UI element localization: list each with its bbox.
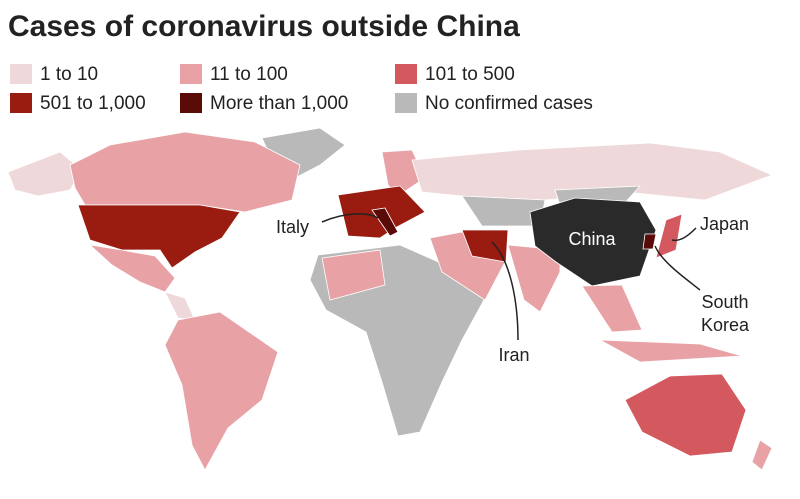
canada <box>69 131 301 213</box>
new-zealand <box>751 439 773 471</box>
iran-leader <box>491 241 519 341</box>
legend-label: 501 to 1,000 <box>40 93 146 114</box>
alaska <box>7 151 83 197</box>
southeast-asia <box>581 284 643 333</box>
japan <box>655 213 683 259</box>
korea-leader <box>654 245 701 291</box>
china <box>529 197 657 287</box>
legend-label: No confirmed cases <box>425 93 593 114</box>
south-korea <box>642 233 657 250</box>
legend-swatch <box>395 93 417 113</box>
australia <box>624 373 747 457</box>
japan-leader <box>671 227 697 242</box>
italy-leader <box>321 213 379 223</box>
label-japan: Japan <box>700 214 749 234</box>
italy <box>371 207 399 237</box>
legend-label: 101 to 500 <box>425 64 515 85</box>
label-korea: Korea <box>701 315 750 335</box>
legend-label: 11 to 100 <box>210 64 288 85</box>
legend-label: More than 1,000 <box>210 93 348 114</box>
label-china: China <box>568 229 616 249</box>
usa <box>77 204 241 269</box>
legend-swatch <box>10 64 32 84</box>
iran <box>461 229 509 263</box>
indonesia <box>599 339 743 363</box>
legend-swatch <box>10 93 32 113</box>
central-america <box>164 291 196 321</box>
label-south: South <box>701 292 748 312</box>
russia <box>411 142 774 201</box>
world-map <box>7 127 774 471</box>
label-iran: Iran <box>498 345 529 365</box>
legend-swatch <box>180 93 202 113</box>
north-africa <box>321 249 386 301</box>
legend-swatch <box>395 64 417 84</box>
label-italy: Italy <box>276 217 309 237</box>
legend-label: 1 to 10 <box>40 64 98 85</box>
south-america <box>164 311 279 471</box>
title: Cases of coronavirus outside China <box>8 10 520 43</box>
mexico <box>88 244 176 293</box>
legend-swatch <box>180 64 202 84</box>
legend: 1 to 10 11 to 100 101 to 500 501 to 1,000 Mo… <box>10 64 593 114</box>
